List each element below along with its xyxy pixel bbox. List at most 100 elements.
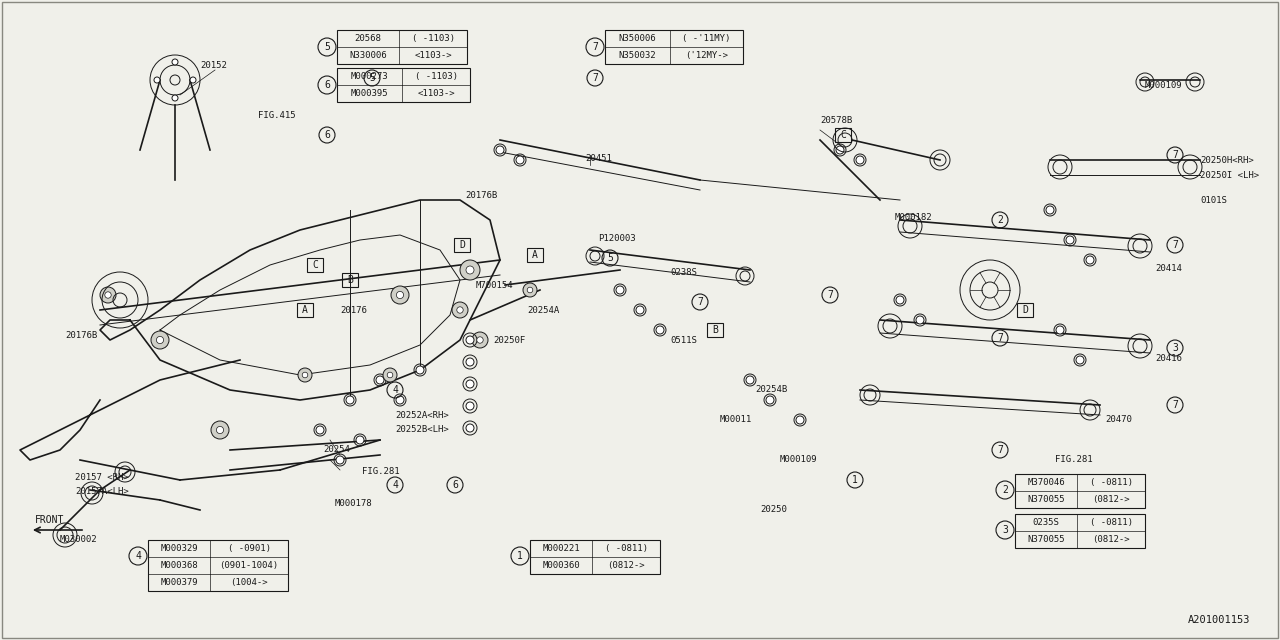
Circle shape bbox=[154, 77, 160, 83]
Circle shape bbox=[316, 426, 324, 434]
Text: 20157A<LH>: 20157A<LH> bbox=[76, 488, 129, 497]
Circle shape bbox=[466, 358, 474, 366]
Text: (0812->: (0812-> bbox=[1092, 535, 1130, 544]
Text: M000395: M000395 bbox=[351, 89, 388, 98]
Circle shape bbox=[172, 95, 178, 101]
Text: A201001153: A201001153 bbox=[1188, 615, 1251, 625]
Circle shape bbox=[172, 59, 178, 65]
Text: FIG.415: FIG.415 bbox=[259, 111, 296, 120]
Circle shape bbox=[397, 291, 403, 299]
Text: 7: 7 bbox=[698, 297, 703, 307]
Circle shape bbox=[472, 332, 488, 348]
Circle shape bbox=[466, 402, 474, 410]
Circle shape bbox=[452, 302, 468, 318]
Text: (0901-1004): (0901-1004) bbox=[219, 561, 279, 570]
Circle shape bbox=[457, 307, 463, 313]
Text: P120003: P120003 bbox=[598, 234, 636, 243]
Text: 7: 7 bbox=[997, 333, 1004, 343]
Text: N350006: N350006 bbox=[618, 34, 657, 43]
Text: 20252B<LH>: 20252B<LH> bbox=[396, 426, 449, 435]
Circle shape bbox=[416, 366, 424, 374]
Circle shape bbox=[477, 337, 484, 343]
Circle shape bbox=[524, 283, 538, 297]
Text: B: B bbox=[347, 275, 353, 285]
Text: 7: 7 bbox=[593, 73, 598, 83]
Text: 20451: 20451 bbox=[585, 154, 612, 163]
Circle shape bbox=[1056, 326, 1064, 334]
Circle shape bbox=[896, 296, 904, 304]
Text: 7: 7 bbox=[827, 290, 833, 300]
Text: 5: 5 bbox=[369, 73, 375, 83]
Circle shape bbox=[466, 336, 474, 344]
Text: 20176B: 20176B bbox=[65, 330, 97, 339]
Text: M000329: M000329 bbox=[160, 544, 198, 553]
Circle shape bbox=[1076, 356, 1084, 364]
Bar bbox=[1015, 514, 1146, 548]
Circle shape bbox=[1066, 236, 1074, 244]
Circle shape bbox=[302, 372, 307, 378]
Text: (0812->: (0812-> bbox=[607, 561, 645, 570]
Text: 20250F: 20250F bbox=[493, 335, 525, 344]
Text: 20414: 20414 bbox=[1155, 264, 1181, 273]
Text: 0235S: 0235S bbox=[1033, 518, 1060, 527]
Bar bbox=[337, 68, 470, 102]
Circle shape bbox=[298, 368, 312, 382]
Text: M00011: M00011 bbox=[721, 415, 753, 424]
Circle shape bbox=[100, 287, 116, 303]
Text: <1103->: <1103-> bbox=[417, 89, 454, 98]
Circle shape bbox=[396, 396, 404, 404]
Circle shape bbox=[156, 337, 164, 344]
Text: 4: 4 bbox=[392, 480, 398, 490]
Text: 2: 2 bbox=[997, 215, 1004, 225]
Text: M000379: M000379 bbox=[160, 578, 198, 587]
Text: ( -'11MY): ( -'11MY) bbox=[682, 34, 731, 43]
Text: 20578B: 20578B bbox=[820, 115, 852, 125]
Text: M000178: M000178 bbox=[335, 499, 372, 508]
Bar bbox=[148, 540, 288, 591]
Circle shape bbox=[460, 260, 480, 280]
Circle shape bbox=[337, 456, 344, 464]
Circle shape bbox=[383, 368, 397, 382]
Text: M000360: M000360 bbox=[543, 561, 580, 570]
Circle shape bbox=[836, 146, 844, 154]
Circle shape bbox=[516, 156, 524, 164]
Text: M000273: M000273 bbox=[351, 72, 388, 81]
Text: N370055: N370055 bbox=[1027, 495, 1065, 504]
Text: 20254A: 20254A bbox=[527, 305, 559, 314]
Circle shape bbox=[765, 396, 774, 404]
Bar bbox=[1015, 474, 1146, 508]
Text: 20152: 20152 bbox=[200, 61, 227, 70]
Text: 20416: 20416 bbox=[1155, 353, 1181, 362]
Circle shape bbox=[356, 436, 364, 444]
Circle shape bbox=[636, 306, 644, 314]
Text: 7: 7 bbox=[1172, 240, 1178, 250]
Circle shape bbox=[390, 286, 410, 304]
Text: 6: 6 bbox=[452, 480, 458, 490]
Text: 6: 6 bbox=[324, 130, 330, 140]
Text: FIG.281: FIG.281 bbox=[1055, 456, 1093, 465]
Text: 20470: 20470 bbox=[1105, 415, 1132, 424]
Text: 7: 7 bbox=[593, 42, 598, 52]
Text: 7: 7 bbox=[997, 445, 1004, 455]
Text: 6: 6 bbox=[324, 80, 330, 90]
Text: 20157 <RH>: 20157 <RH> bbox=[76, 474, 129, 483]
Bar bbox=[530, 540, 660, 574]
Text: ( -0811): ( -0811) bbox=[1089, 518, 1133, 527]
Text: M000182: M000182 bbox=[895, 212, 933, 221]
Text: (1004->: (1004-> bbox=[230, 578, 268, 587]
Text: ( -0901): ( -0901) bbox=[228, 544, 270, 553]
Circle shape bbox=[388, 372, 393, 378]
Text: C: C bbox=[840, 130, 846, 140]
Circle shape bbox=[616, 286, 625, 294]
Circle shape bbox=[746, 376, 754, 384]
Circle shape bbox=[211, 421, 229, 439]
Text: M700154: M700154 bbox=[476, 280, 513, 289]
Text: 1: 1 bbox=[852, 475, 858, 485]
Bar bbox=[337, 30, 467, 64]
Text: 5: 5 bbox=[607, 253, 613, 263]
Text: 7: 7 bbox=[1172, 400, 1178, 410]
Text: 20250: 20250 bbox=[760, 506, 787, 515]
Circle shape bbox=[216, 426, 224, 434]
Text: ( -1103): ( -1103) bbox=[415, 72, 457, 81]
Text: M370046: M370046 bbox=[1027, 478, 1065, 487]
